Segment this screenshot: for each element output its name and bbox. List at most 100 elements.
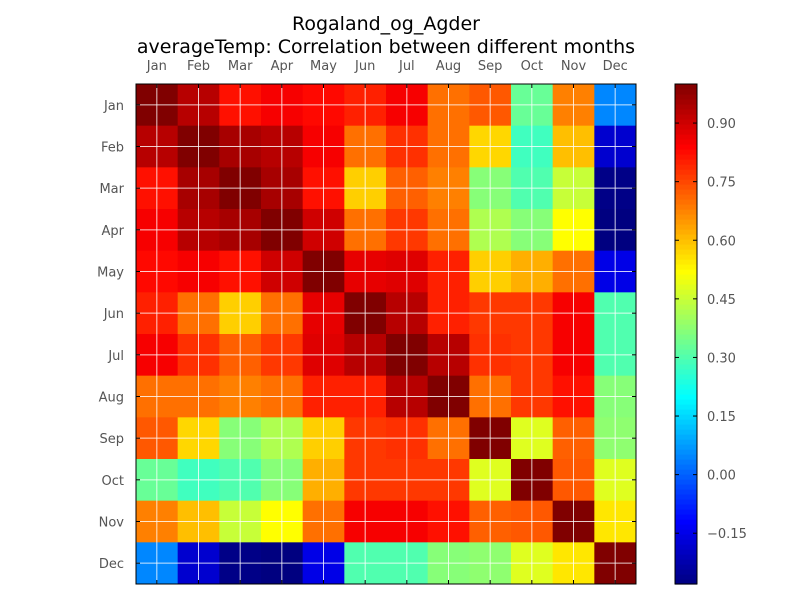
colorbar-segment — [675, 504, 697, 510]
colorbar-segment — [675, 569, 697, 575]
colorbar-segment — [675, 174, 697, 180]
heatmap-frame — [135, 83, 637, 585]
x-tick-labels: Jan Feb Mar Apr May Jun Jul Aug Sep Oct Nov Dec — [146, 59, 628, 74]
colorbar-segment — [675, 209, 697, 215]
colorbar-segment — [675, 309, 697, 315]
colorbar-segment — [675, 274, 697, 280]
colorbar-segment — [675, 579, 697, 585]
colorbar-segment — [675, 99, 697, 105]
colorbar-segment — [675, 289, 697, 295]
y-tick-label-may: May — [97, 266, 124, 281]
colorbar-segment — [675, 479, 697, 485]
colorbar-segment — [675, 419, 697, 425]
x-tick-label-may: May — [310, 59, 337, 74]
colorbar-segment — [675, 114, 697, 120]
colorbar-segment — [675, 269, 697, 275]
colorbar-segment — [675, 404, 697, 410]
colorbar-segment — [675, 319, 697, 325]
colorbar-segment — [675, 374, 697, 380]
colorbar-segment — [675, 529, 697, 535]
colorbar-segment — [675, 134, 697, 140]
colorbar-segment — [675, 194, 697, 200]
colorbar-segment — [675, 219, 697, 225]
colorbar-segment — [675, 449, 697, 455]
colorbar-segment — [675, 414, 697, 420]
colorbar-segment — [675, 149, 697, 155]
colorbar-segment — [675, 224, 697, 230]
colorbar-segment — [675, 139, 697, 145]
colorbar-segment — [675, 119, 697, 125]
x-tick-label-sep: Sep — [478, 59, 503, 74]
colorbar-segment — [675, 439, 697, 445]
colorbar-tick-label: 0.00 — [707, 469, 736, 484]
colorbar-segment — [675, 474, 697, 480]
colorbar-segment — [675, 424, 697, 430]
colorbar-segment — [675, 389, 697, 395]
y-tick-label-sep: Sep — [99, 432, 124, 447]
y-tick-labels: Jan Feb Mar Apr May Jun Jul Aug Sep Oct Nov Dec — [97, 99, 125, 572]
colorbar-segment — [675, 344, 697, 350]
colorbar-segment — [675, 564, 697, 570]
colorbar-tick-label: 0.15 — [707, 410, 736, 425]
x-tick-label-dec: Dec — [603, 59, 628, 74]
colorbar-segment — [675, 559, 697, 565]
colorbar-segment — [675, 434, 697, 440]
x-tick-label-jul: Jul — [398, 59, 415, 74]
colorbar-segment — [675, 499, 697, 505]
chart-subtitle: averageTemp: Correlation between differe… — [137, 36, 635, 58]
colorbar-segment — [675, 239, 697, 245]
colorbar-segment — [675, 549, 697, 555]
x-tick-label-oct: Oct — [521, 59, 543, 74]
colorbar-segment — [675, 429, 697, 435]
colorbar-segment — [675, 524, 697, 530]
colorbar-segment — [675, 229, 697, 235]
colorbar-segment — [675, 444, 697, 450]
colorbar-segment — [675, 124, 697, 130]
colorbar-segment — [675, 214, 697, 220]
colorbar-segment — [675, 364, 697, 370]
colorbar-segment — [675, 109, 697, 115]
colorbar-ticks: −0.15 0.00 0.15 0.30 0.45 0.60 0.75 0.90 — [675, 117, 747, 542]
colorbar-segment — [675, 574, 697, 580]
colorbar-tick-label: 0.90 — [707, 117, 736, 132]
colorbar-segment — [675, 104, 697, 110]
colorbar-segment — [675, 264, 697, 270]
colorbar-segment — [675, 509, 697, 515]
colorbar-segment — [675, 494, 697, 500]
x-tick-label-apr: Apr — [271, 59, 294, 74]
y-tick-label-nov: Nov — [99, 516, 125, 531]
heatmap-cells — [136, 84, 637, 585]
colorbar-segment — [675, 539, 697, 545]
y-tick-label-feb: Feb — [101, 141, 124, 156]
colorbar-segment — [675, 489, 697, 495]
colorbar-segment — [675, 409, 697, 415]
y-tick-label-oct: Oct — [102, 474, 124, 489]
colorbar-segment — [675, 94, 697, 100]
x-tick-label-nov: Nov — [561, 59, 587, 74]
y-tick-label-jun: Jun — [103, 307, 124, 322]
y-tick-label-jan: Jan — [103, 99, 124, 114]
colorbar-segment — [675, 84, 697, 90]
colorbar-segment — [675, 199, 697, 205]
colorbar-segment — [675, 294, 697, 300]
colorbar-tick-label: 0.60 — [707, 234, 736, 249]
x-tick-label-jun: Jun — [354, 59, 375, 74]
colorbar-segment — [675, 329, 697, 335]
colorbar-tick-label: 0.45 — [707, 293, 736, 308]
colorbar-segment — [675, 519, 697, 525]
colorbar-segment — [675, 89, 697, 95]
tick-marks — [136, 84, 636, 584]
x-tick-label-jan: Jan — [146, 59, 167, 74]
x-tick-label-mar: Mar — [228, 59, 253, 74]
colorbar-segment — [675, 314, 697, 320]
colorbar-segment — [675, 394, 697, 400]
colorbar-tick-label: −0.15 — [707, 527, 747, 542]
colorbar-segment — [675, 464, 697, 470]
x-tick-label-aug: Aug — [436, 59, 461, 74]
heatmap-grid — [136, 84, 636, 584]
colorbar-tick-label: 0.75 — [707, 176, 736, 191]
colorbar-segment — [675, 164, 697, 170]
colorbar-segment — [675, 459, 697, 465]
colorbar-segment — [675, 359, 697, 365]
